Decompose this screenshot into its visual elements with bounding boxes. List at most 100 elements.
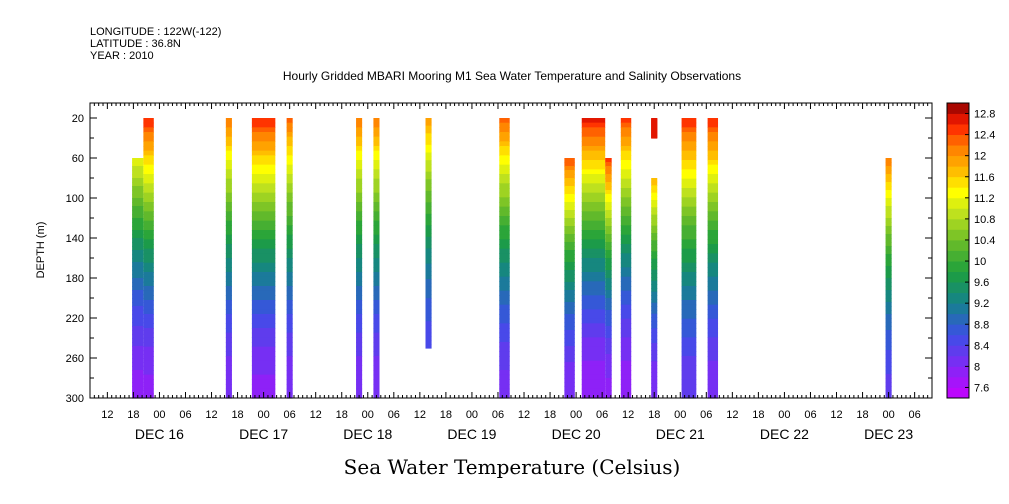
band-cell	[605, 358, 612, 363]
band-cell	[581, 267, 606, 273]
band-cell	[286, 360, 293, 366]
band-cell	[885, 314, 892, 319]
band-cell	[132, 374, 144, 379]
band-cell	[225, 276, 232, 282]
band-cell	[251, 384, 276, 390]
band-cell	[564, 286, 575, 291]
band-cell	[143, 360, 154, 366]
band-cell	[225, 314, 232, 320]
band-cell	[356, 267, 363, 273]
colorbar-tick-label: 10.4	[974, 235, 995, 247]
band-cell	[651, 383, 658, 388]
band-cell	[499, 244, 510, 250]
y-tick-label: 140	[66, 233, 84, 245]
band-cell	[143, 272, 154, 278]
band-cell	[499, 141, 510, 147]
band-cell	[651, 328, 658, 333]
band-cell	[651, 376, 658, 381]
colorbar-swatch	[947, 176, 969, 188]
band-cell	[620, 122, 632, 128]
band-cell	[581, 290, 606, 296]
band-cell	[605, 390, 612, 395]
colorbar-tick-label: 12.4	[974, 130, 995, 142]
band-cell	[143, 346, 154, 352]
band-cell	[373, 202, 380, 208]
band-cell	[605, 278, 612, 283]
colorbar-swatch	[947, 376, 969, 388]
band-cell	[620, 230, 632, 236]
band-cell	[132, 210, 144, 215]
colorbar-tick-label: 10.8	[974, 214, 995, 226]
band-cell	[251, 192, 276, 198]
band-cell	[681, 323, 697, 329]
band-cell	[373, 230, 380, 236]
band-cell	[425, 286, 432, 292]
band-cell	[681, 281, 697, 287]
band-cell	[564, 278, 575, 283]
band-cell	[707, 248, 719, 254]
band-cell	[681, 169, 697, 175]
band-cell	[143, 132, 154, 138]
band-cell	[225, 281, 232, 287]
band-cell	[707, 188, 719, 194]
band-cell	[132, 310, 144, 315]
band-cell	[620, 202, 632, 208]
band-cell	[707, 230, 719, 236]
band-cell	[143, 374, 154, 380]
band-cell	[225, 220, 232, 226]
band-cell	[581, 230, 606, 236]
band-cell	[681, 206, 697, 212]
band-cell	[132, 174, 144, 179]
band-cell	[681, 216, 697, 222]
colorbar-swatch	[947, 313, 969, 325]
band-cell	[651, 222, 658, 227]
band-cell	[143, 188, 154, 194]
band-cell	[251, 314, 276, 320]
band-cell	[425, 279, 432, 284]
band-cell	[707, 323, 719, 329]
band-cell	[885, 234, 892, 239]
band-cell	[225, 136, 232, 142]
band-cell	[651, 291, 658, 296]
observation-band	[564, 158, 575, 399]
band-cell	[143, 206, 154, 212]
band-cell	[681, 262, 697, 268]
band-cell	[356, 225, 363, 231]
band-cell	[651, 185, 658, 190]
band-cell	[620, 314, 632, 320]
colorbar-tick-label: 9.6	[974, 277, 989, 289]
band-cell	[707, 169, 719, 175]
band-cell	[681, 318, 697, 324]
band-cell	[286, 253, 293, 259]
band-cell	[681, 244, 697, 250]
band-cell	[132, 350, 144, 355]
band-cell	[143, 286, 154, 292]
band-cell	[132, 274, 144, 279]
band-cell	[143, 342, 154, 348]
band-cell	[425, 187, 432, 192]
band-cell	[132, 370, 144, 375]
band-cell	[681, 276, 697, 282]
band-cell	[564, 346, 575, 351]
band-cell	[251, 323, 276, 329]
band-cell	[681, 239, 697, 245]
band-cell	[605, 342, 612, 347]
band-cell	[143, 290, 154, 296]
colorbar-tick-label: 8.8	[974, 319, 989, 331]
band-cell	[143, 160, 154, 166]
band-cell	[651, 258, 658, 263]
band-cell	[681, 122, 697, 128]
band-cell	[681, 290, 697, 296]
band-cell	[707, 281, 719, 287]
band-cell	[286, 267, 293, 273]
band-cell	[564, 166, 575, 171]
band-cell	[132, 334, 144, 339]
band-cell	[425, 336, 432, 341]
band-cell	[143, 141, 154, 147]
colorbar-swatch	[947, 239, 969, 251]
band-cell	[132, 254, 144, 259]
band-cell	[251, 188, 276, 194]
band-cell	[425, 233, 432, 238]
band-cell	[681, 141, 697, 147]
band-cell	[356, 281, 363, 287]
